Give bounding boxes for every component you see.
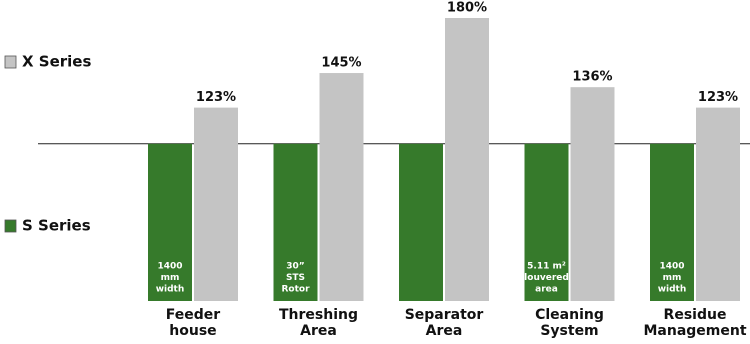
category-label: Feeder house (166, 307, 221, 339)
bar-annotation: mm (663, 273, 682, 283)
bar-annotation: 1400 (659, 262, 684, 272)
bar-annotation: 30” (286, 262, 304, 272)
value-label: 123% (698, 90, 738, 105)
bar (696, 107, 740, 301)
category-label: Residue Management (643, 307, 746, 339)
bar (273, 143, 318, 301)
bar (570, 87, 615, 301)
bar-annotation: width (156, 285, 185, 295)
legend-swatch (4, 219, 17, 233)
value-label: 145% (321, 56, 361, 71)
value-label: 180% (447, 1, 487, 16)
bar (399, 143, 443, 301)
bar-annotation: area (535, 285, 558, 295)
bar-annotation: 5.11 m² (527, 262, 566, 272)
bar-annotation: 1400 (157, 262, 182, 272)
bar-annotation: louvered (524, 273, 569, 283)
bar-annotation: Rotor (281, 285, 310, 295)
bar-annotation: mm (161, 273, 180, 283)
bar (319, 73, 364, 302)
category-label: Separator Area (405, 307, 484, 339)
bar (194, 107, 238, 301)
bar-annotation: width (658, 285, 687, 295)
bar (650, 143, 694, 301)
bar (148, 143, 192, 301)
bar (524, 143, 569, 301)
legend-swatch (4, 55, 17, 69)
bar-annotation: STS (286, 273, 305, 283)
category-label: Threshing Area (279, 307, 358, 339)
value-label: 123% (196, 90, 236, 105)
value-label: 136% (572, 70, 612, 85)
category-label: Cleaning System (535, 307, 604, 339)
legend-label: S Series (22, 217, 91, 235)
bar (445, 18, 489, 301)
legend-label: X Series (22, 53, 91, 71)
